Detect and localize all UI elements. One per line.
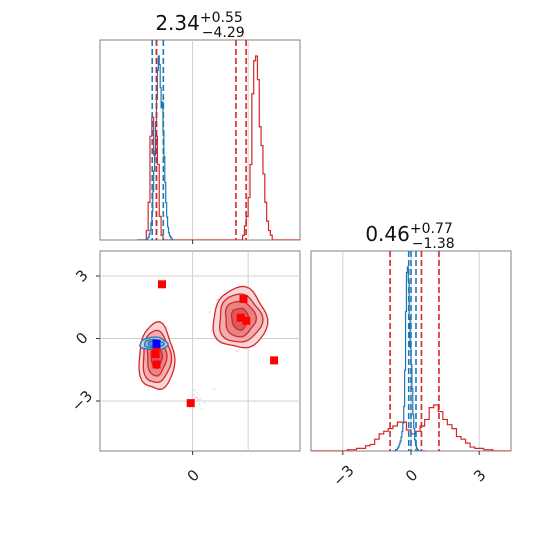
scatter-dot — [196, 392, 198, 394]
tick-label: 0 — [72, 329, 91, 348]
scatter-dot — [201, 408, 203, 411]
title-minus: −4.29 — [202, 25, 245, 41]
red-square-marker — [152, 360, 161, 369]
red-square-marker — [242, 316, 251, 325]
scatter-dot — [210, 330, 213, 333]
tick-label: −3 — [329, 462, 357, 490]
markers — [151, 280, 279, 408]
title-plus: +0.55 — [200, 10, 243, 26]
scatter-dot — [198, 403, 201, 405]
scatter-dot — [203, 401, 206, 404]
x-ticks: −3 0 3 — [329, 451, 490, 490]
panel-frame — [99, 39, 301, 241]
red-square-marker — [151, 350, 160, 359]
scatter-dot — [196, 398, 199, 401]
quantile-lines — [389, 251, 440, 451]
red-histogram — [137, 55, 300, 240]
red-square-marker — [239, 294, 248, 303]
title-plus: +0.77 — [410, 221, 453, 237]
scatter-dot — [194, 396, 197, 399]
title-value: 2.34 — [155, 11, 200, 35]
red-square-marker — [186, 399, 195, 408]
panel-bottom-left: 0 3 0 −3 — [68, 250, 301, 485]
panel-title: 2.34+0.55 −4.29 — [155, 10, 244, 41]
scatter-dot — [196, 396, 198, 399]
tick-label: 3 — [72, 266, 91, 285]
quantile-lines — [151, 40, 247, 240]
tick-label: 0 — [402, 466, 421, 485]
tick-label: −3 — [68, 387, 96, 415]
y-ticks: 3 0 −3 — [68, 266, 100, 415]
panel-title: 0.46+0.77 −1.38 — [365, 221, 454, 252]
grid — [100, 251, 300, 451]
red-histogram — [311, 404, 511, 451]
histograms — [137, 55, 300, 240]
tick-label: 0 — [184, 466, 203, 485]
x-ticks: 0 — [184, 451, 203, 485]
blue-square-marker — [152, 339, 161, 348]
red-square-marker — [270, 356, 279, 365]
scatter-dot — [208, 311, 211, 313]
scatter-dot — [216, 299, 219, 301]
red-square-marker — [158, 280, 166, 289]
title-value: 0.46 — [365, 222, 410, 246]
scatter-dot — [236, 350, 238, 352]
red-square-marker — [236, 313, 245, 322]
blue-histogram — [137, 55, 175, 240]
title-minus: −1.38 — [412, 236, 455, 252]
panel-bottom-right: −3 0 3 0.46+0.77 −1.38 — [310, 221, 512, 490]
scatter-dot — [193, 389, 196, 391]
scatter-dot — [193, 393, 196, 396]
scatter-dot — [213, 388, 216, 391]
panel-frame — [99, 250, 301, 452]
panel-top-left: 2.34+0.55 −4.29 — [99, 10, 301, 244]
tick-label: 3 — [470, 466, 489, 485]
scatter-dot — [199, 398, 201, 401]
